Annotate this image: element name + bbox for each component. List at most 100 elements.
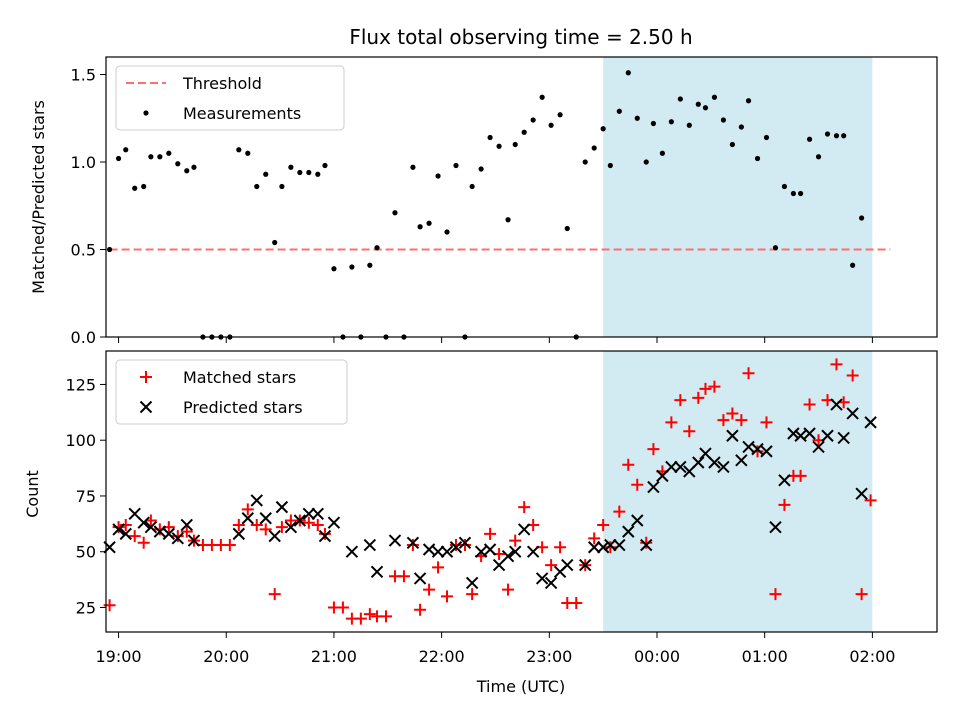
matched-star-point xyxy=(311,518,324,531)
count-panel: 25 50 75 100 125 19:00 20:00 21:00 22:00 23:00 00:… xyxy=(65,350,938,666)
predicted-star-point xyxy=(751,442,764,456)
measurement-point xyxy=(643,159,649,165)
measurement-point xyxy=(288,164,294,170)
measurement-point xyxy=(625,70,631,76)
legend-label: Threshold xyxy=(182,74,262,93)
matched-star-point xyxy=(735,414,748,427)
measurement-point xyxy=(392,210,398,216)
matched-star-point xyxy=(128,530,141,543)
measurement-point xyxy=(833,133,840,139)
predicted-star-point xyxy=(293,514,307,527)
predicted-star-point xyxy=(449,541,463,554)
matched-star-point xyxy=(397,570,410,583)
top-observing-window xyxy=(603,57,873,337)
matched-star-point xyxy=(597,518,610,531)
matched-star-point xyxy=(232,518,245,531)
predicted-star-point xyxy=(864,416,877,429)
matched-star-point xyxy=(259,523,272,536)
measurement-point xyxy=(729,141,735,148)
predicted-star-point xyxy=(275,500,289,514)
y-tick-label: 100 xyxy=(65,431,96,450)
predicted-star-point xyxy=(180,518,193,532)
matched-star-point xyxy=(137,536,150,549)
predicted-star-point xyxy=(259,512,272,525)
measurement-point xyxy=(331,266,337,272)
y-tick-label: 25 xyxy=(76,598,96,617)
matched-star-point xyxy=(692,391,705,404)
measurement-point xyxy=(157,154,163,160)
measurement-point xyxy=(815,154,822,160)
predicted-star-point xyxy=(787,427,800,440)
predicted-star-point xyxy=(483,543,497,556)
bottom-plot-frame xyxy=(105,350,938,633)
matched-star-point xyxy=(778,498,791,511)
predicted-star-point xyxy=(544,576,558,590)
predicted-star-point xyxy=(187,534,201,547)
legend-measurement-swatch xyxy=(143,110,149,116)
bottom-legend: Matched stars Predicted stars xyxy=(115,359,348,425)
matched-star-point xyxy=(302,516,315,529)
measurement-point xyxy=(668,119,674,125)
measurement-point xyxy=(132,185,138,191)
matched-star-point xyxy=(588,532,601,545)
measurement-point xyxy=(306,169,312,176)
measurement-point xyxy=(469,183,475,190)
x-tick-label: 19:00 xyxy=(96,647,142,666)
measurement-point xyxy=(115,155,122,162)
measurement-point xyxy=(478,166,484,172)
predicted-star-point xyxy=(692,456,705,469)
measurement-point xyxy=(272,239,278,246)
ratio-panel: 0.0 0.5 1.0 1.5 Threshold Measurements xyxy=(71,56,938,347)
matched-star-point xyxy=(250,518,263,531)
measurement-point xyxy=(607,162,613,169)
measurement-point xyxy=(745,98,752,104)
matched-star-point xyxy=(717,414,730,427)
matched-star-point xyxy=(803,398,816,411)
predicted-star-point xyxy=(579,558,592,572)
predicted-star-point xyxy=(596,541,610,554)
matched-star-point xyxy=(631,478,644,491)
matched-star-point xyxy=(509,534,522,547)
predicted-star-point xyxy=(144,520,158,534)
x-tick-label: 20:00 xyxy=(203,647,249,666)
legend-label: Predicted stars xyxy=(183,398,303,417)
measurement-point xyxy=(659,150,665,156)
matched-star-point xyxy=(830,358,843,371)
predicted-star-point xyxy=(162,527,176,541)
measurement-point xyxy=(263,171,269,177)
y-tick-label: 0.5 xyxy=(71,241,96,260)
predicted-star-point xyxy=(640,538,653,552)
figure-title: Flux total observing time = 2.50 h xyxy=(349,25,692,49)
matched-star-point xyxy=(171,530,184,543)
matched-star-point xyxy=(441,590,454,603)
measurement-point xyxy=(349,264,355,270)
matched-star-point xyxy=(502,583,515,596)
x-tick-label: 01:00 xyxy=(742,647,788,666)
measurement-point xyxy=(453,162,459,169)
top-y-axis-label: Matched/Predicted stars xyxy=(29,100,48,294)
predicted-star-point xyxy=(837,431,850,445)
matched-star-point xyxy=(484,527,497,540)
measurement-point xyxy=(806,136,813,142)
legend-predicted-swatch xyxy=(139,400,153,414)
predicted-star-point xyxy=(855,487,868,500)
predicted-star-point xyxy=(735,454,748,467)
measurement-point xyxy=(245,150,251,156)
measurement-point xyxy=(781,183,788,190)
matched-star-point xyxy=(466,588,479,601)
measurement-point xyxy=(148,154,154,160)
matched-star-point xyxy=(363,608,376,621)
x-axis-label: Time (UTC) xyxy=(476,677,565,696)
predicted-star-point xyxy=(431,545,445,558)
y-tick-label: 1.5 xyxy=(71,66,96,85)
measurement-point xyxy=(711,94,718,100)
measurement-point xyxy=(677,96,683,102)
measurement-point xyxy=(763,134,770,141)
measurement-point xyxy=(141,183,147,190)
measurement-point xyxy=(841,133,847,139)
predicted-star-point xyxy=(647,480,660,494)
y-tick-label: 0.0 xyxy=(71,328,96,347)
matched-star-point xyxy=(742,367,755,380)
predicted-star-point xyxy=(250,494,263,507)
measurement-point xyxy=(297,169,303,176)
